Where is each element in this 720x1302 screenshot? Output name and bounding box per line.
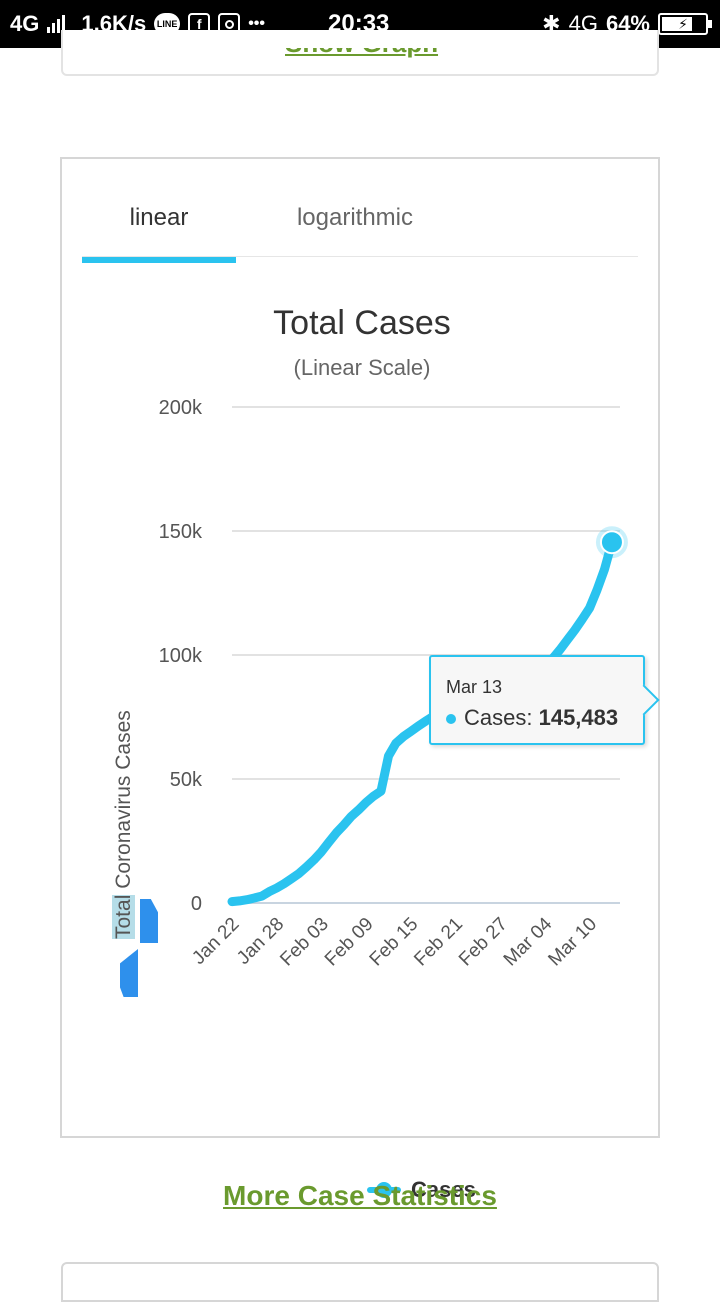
chart-legend[interactable]: Cases — [367, 1177, 476, 1203]
x-tick-label: Feb 15 — [366, 914, 423, 971]
y-tick-label: 0 — [191, 893, 202, 915]
x-tick-label: Feb 09 — [321, 914, 378, 971]
active-tab-indicator — [82, 257, 236, 263]
legend-label: Cases — [411, 1177, 476, 1202]
chart-tooltip: Mar 13 Cases: 145,483 — [429, 655, 645, 745]
hover-point[interactable] — [599, 530, 624, 555]
tooltip-series-dot — [446, 714, 456, 725]
previous-card — [61, 30, 659, 76]
show-graph-link[interactable]: Show Graph — [285, 48, 438, 59]
y-tick-label: 150k — [159, 521, 203, 543]
x-tick-label: Mar 04 — [500, 913, 557, 970]
share-button-bottom[interactable] — [120, 949, 138, 997]
tooltip-value: 145,483 — [538, 705, 619, 730]
more-case-statistics-link[interactable]: More Case Statistics — [223, 1180, 497, 1211]
share-button-top[interactable] — [140, 899, 158, 943]
tooltip-series-name: Cases: — [464, 705, 539, 730]
next-card — [61, 1262, 659, 1302]
chart-subtitle: (Linear Scale) — [293, 355, 431, 380]
y-tick-label: 100k — [159, 645, 203, 667]
more-notifications-icon: ••• — [248, 15, 265, 32]
y-axis-label: Total Coronavirus Cases — [112, 710, 136, 939]
chart-card: linear logarithmic Total Cases (Linear S… — [60, 157, 662, 1202]
x-tick-label: Feb 03 — [276, 914, 333, 971]
y-axis-label-first-word: Total — [112, 894, 135, 939]
legend-line-icon — [367, 1182, 401, 1198]
y-axis-label-rest: Coronavirus Cases — [112, 710, 135, 895]
tooltip-date: Mar 13 — [446, 677, 503, 697]
signal-icon — [47, 15, 66, 33]
bluetooth-icon: ✱ — [542, 11, 561, 36]
network-label: 4G — [10, 11, 40, 36]
x-tick-label: Feb 27 — [455, 914, 512, 971]
x-tick-label: Feb 21 — [410, 914, 467, 971]
scale-tabs: linear logarithmic — [82, 179, 638, 263]
tab-linear[interactable]: linear — [129, 204, 189, 231]
x-tick-label: Jan 22 — [188, 914, 243, 969]
x-tick-label: Mar 10 — [544, 914, 601, 971]
tooltip-row: Cases: 145,483 — [446, 705, 618, 731]
tab-logarithmic[interactable]: logarithmic — [296, 204, 414, 231]
line-app-icon: LINE — [154, 13, 181, 35]
battery-icon: ⚡ — [658, 13, 712, 35]
chart-title: Total Cases — [273, 304, 451, 342]
y-tick-label: 50k — [170, 769, 203, 791]
y-tick-label: 200k — [159, 397, 203, 419]
